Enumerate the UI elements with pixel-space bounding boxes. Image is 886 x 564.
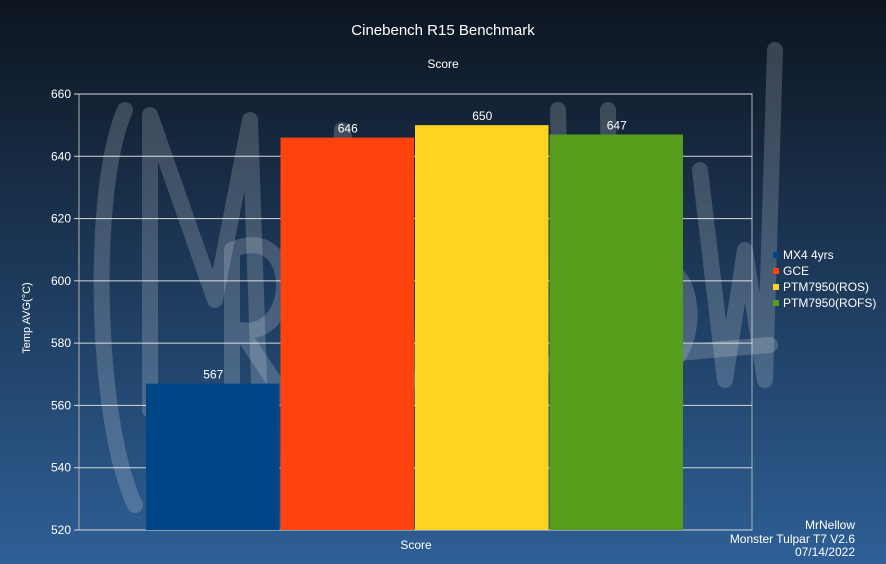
legend: MX4 4yrs GCE PTM7950(ROS) PTM7950(ROFS)	[773, 248, 876, 310]
legend-label: GCE	[783, 264, 809, 278]
bar-gce	[280, 137, 414, 530]
footer-device: Monster Tulpar T7 V2.6	[730, 532, 856, 546]
data-label: 650	[472, 109, 492, 123]
y-tick-label: 560	[51, 398, 71, 412]
bar-ptm7950-ros	[415, 125, 549, 531]
legend-swatch	[773, 252, 779, 258]
bar-ptm7950-rofs	[549, 134, 683, 530]
data-labels-group: 567 646 650 647	[203, 109, 627, 381]
footer-author: MrNellow	[805, 518, 855, 532]
bar-series-group	[146, 125, 683, 531]
legend-swatch	[773, 300, 779, 306]
chart-subtitle: Score	[427, 57, 459, 71]
legend-swatch	[773, 268, 779, 274]
bar-mx4-4yrs	[146, 383, 280, 530]
legend-label: PTM7950(ROS)	[783, 280, 869, 294]
legend-label: PTM7950(ROFS)	[783, 296, 876, 310]
y-axis-ticks: 520 540 560 580 600 620 640 660	[51, 87, 79, 537]
y-tick-label: 540	[51, 461, 71, 475]
data-label: 647	[607, 118, 627, 132]
chart-title: Cinebench R15 Benchmark	[351, 22, 535, 39]
y-tick-label: 660	[51, 87, 71, 101]
data-label: 646	[338, 122, 358, 136]
x-axis-label: Score	[400, 538, 432, 552]
footer-date: 07/14/2022	[795, 545, 855, 559]
y-tick-label: 520	[51, 523, 71, 537]
legend-label: MX4 4yrs	[783, 248, 834, 262]
y-tick-label: 600	[51, 274, 71, 288]
y-tick-label: 640	[51, 149, 71, 163]
data-label: 567	[203, 368, 223, 382]
legend-swatch	[773, 284, 779, 290]
y-tick-label: 580	[51, 336, 71, 350]
y-axis-label: Temp AVG(°C)	[21, 282, 33, 353]
y-tick-label: 620	[51, 212, 71, 226]
